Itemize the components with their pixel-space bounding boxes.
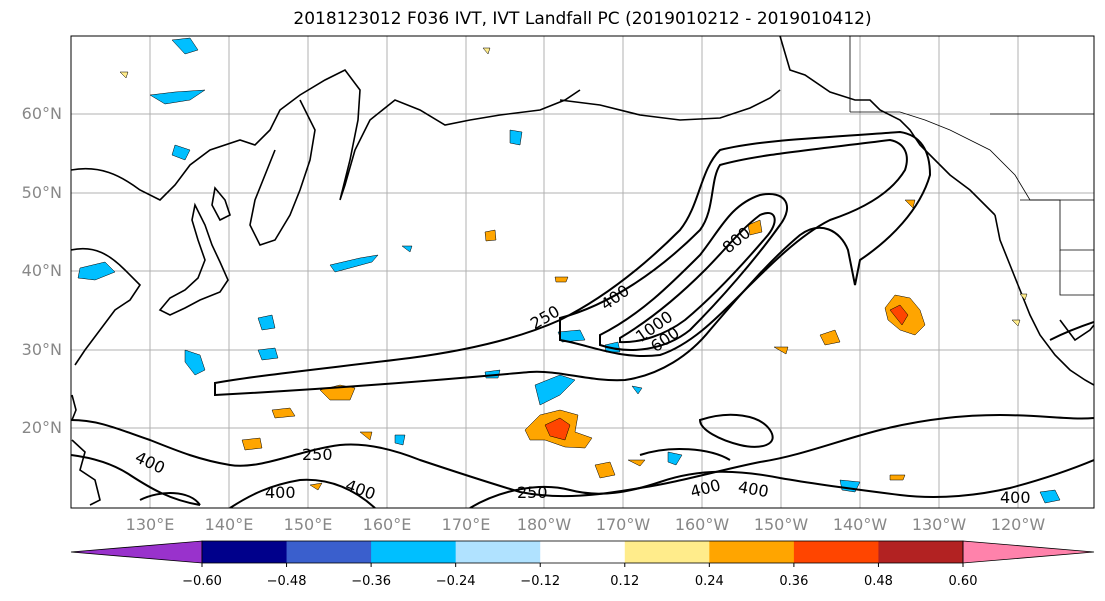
- lon-label: 150°W: [753, 515, 809, 534]
- map-frame: [70, 35, 1095, 509]
- colorbar-segment: [540, 541, 626, 563]
- colorbar-segment: [455, 541, 541, 563]
- lon-label: 140°E: [204, 515, 254, 534]
- lon-label: 120°W: [990, 515, 1046, 534]
- colorbar-extend-high: [962, 540, 1095, 564]
- lon-label: 130°E: [125, 515, 175, 534]
- contour-label: 400: [265, 483, 296, 502]
- lon-label: 160°E: [362, 515, 412, 534]
- lon-label: 160°W: [674, 515, 730, 534]
- lon-label: 130°W: [911, 515, 967, 534]
- colorbar-tick-label: 0.12: [610, 574, 640, 589]
- colorbar-segment: [709, 541, 795, 563]
- lon-label: 170°E: [441, 515, 491, 534]
- colorbar-frame: [201, 540, 964, 564]
- lon-label: 170°W: [595, 515, 651, 534]
- colorbar-segment: [286, 541, 372, 563]
- colorbar-tick-label: −0.12: [520, 574, 561, 589]
- lat-label: 50°N: [21, 183, 62, 202]
- colorbar-segments: [70, 540, 1095, 567]
- lon-label: 180°W: [516, 515, 572, 534]
- colorbar-segment: [371, 541, 457, 563]
- contour-label: 400: [1000, 488, 1031, 507]
- lon-label: 140°W: [832, 515, 888, 534]
- colorbar-segment: [793, 541, 879, 563]
- colorbar-extend-low: [70, 540, 203, 564]
- borders: [849, 36, 1094, 296]
- colorbar-segment: [878, 541, 964, 563]
- colorbar-tick-label: 0.48: [863, 574, 893, 589]
- colorbar-tick-label: 0.60: [948, 574, 978, 589]
- lat-label: 60°N: [21, 104, 62, 123]
- lat-label: 20°N: [21, 418, 62, 437]
- contour-label: 250: [302, 445, 333, 464]
- contour-label: 250: [517, 483, 548, 502]
- negative-anomaly-shading: [77, 37, 1061, 504]
- lon-label: 150°E: [283, 515, 333, 534]
- positive-anomaly-shading: [119, 47, 1028, 491]
- colorbar-segment: [624, 541, 710, 563]
- ivt-contours: [71, 130, 1094, 508]
- lat-label: 40°N: [21, 261, 62, 280]
- colorbar-tick-label: 0.36: [779, 574, 809, 589]
- lat-label: 30°N: [21, 340, 62, 359]
- colorbar-tick-label: −0.48: [266, 574, 307, 589]
- coastlines: [71, 36, 1094, 506]
- colorbar-tick-label: −0.24: [435, 574, 476, 589]
- colorbar-tick-label: 0.24: [694, 574, 724, 589]
- colorbar-tick-label: −0.36: [351, 574, 392, 589]
- map-title: 2018123012 F036 IVT, IVT Landfall PC (20…: [293, 9, 872, 29]
- colorbar-tick-label: −0.60: [182, 574, 222, 589]
- colorbar-segment: [202, 541, 288, 563]
